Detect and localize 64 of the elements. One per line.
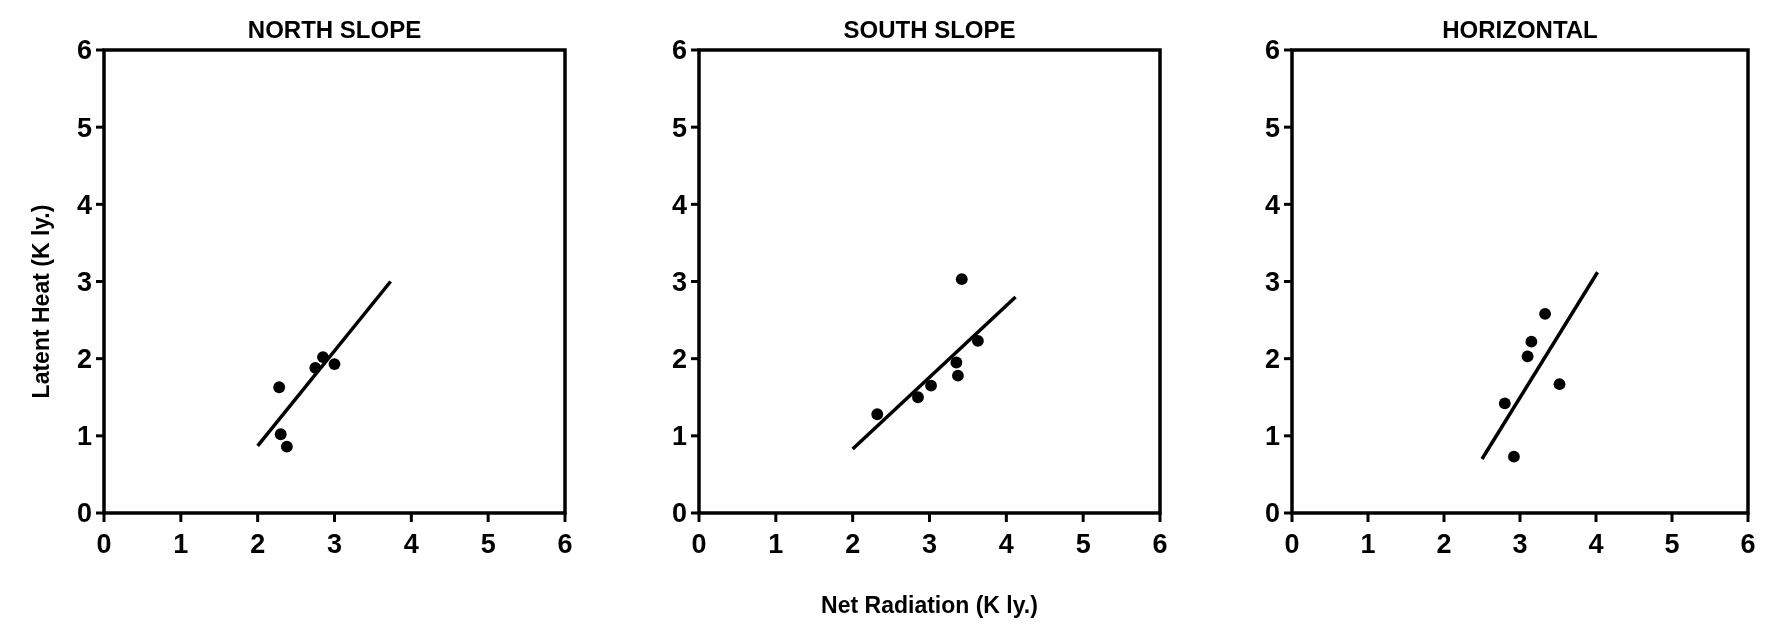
y-tick-label: 4 (76, 189, 92, 220)
y-tick-label: 3 (671, 266, 687, 297)
point (950, 356, 963, 369)
x-axis-title: Net Radiation (K ly.) (821, 592, 1038, 618)
chart-title: HORIZONTAL (1442, 16, 1598, 43)
point (1525, 335, 1538, 348)
x-tick-label: 6 (557, 529, 573, 559)
x-tick-label: 5 (480, 529, 496, 559)
point (273, 381, 286, 394)
x-tick-label: 6 (1152, 529, 1168, 559)
point (1553, 378, 1566, 391)
chart-title: SOUTH SLOPE (843, 16, 1016, 43)
x-tick-label: 0 (691, 529, 707, 559)
y-tick-label: 1 (1264, 421, 1280, 452)
point (1521, 350, 1534, 363)
x-tick-label: 0 (96, 529, 112, 559)
point (280, 440, 293, 453)
point (274, 428, 287, 441)
point (328, 358, 341, 370)
x-tick-label: 2 (1436, 529, 1452, 559)
y-tick-label: 1 (671, 421, 687, 452)
y-tick-label: 6 (671, 35, 687, 66)
x-tick-label: 1 (173, 529, 189, 559)
y-tick-label: 0 (671, 498, 687, 529)
point (955, 273, 968, 286)
x-tick-label: 1 (1360, 529, 1376, 559)
y-tick-label: 0 (1264, 498, 1280, 529)
y-tick-label: 4 (671, 189, 687, 220)
y-tick-label: 2 (671, 344, 687, 375)
x-tick-label: 2 (250, 529, 266, 559)
y-tick-label: 2 (76, 344, 92, 375)
x-tick-label: 3 (921, 529, 938, 559)
x-tick-label: 5 (1664, 529, 1680, 559)
point (912, 391, 924, 404)
x-tick-label: 5 (1075, 529, 1091, 559)
y-tick-label: 3 (76, 266, 92, 297)
x-tick-label: 3 (326, 529, 343, 559)
x-tick-label: 4 (1588, 529, 1604, 559)
y-tick-label: 5 (671, 112, 687, 143)
point (1498, 397, 1511, 410)
y-axis-title: Latent Heat (K ly.) (28, 204, 54, 399)
y-tick-label: 3 (1264, 266, 1280, 297)
y-tick-label: 2 (1264, 344, 1280, 375)
point (925, 379, 937, 392)
y-tick-label: 0 (76, 498, 92, 529)
y-tick-label: 5 (76, 112, 92, 143)
x-tick-label: 1 (768, 529, 784, 559)
chart-title: NORTH SLOPE (247, 16, 422, 43)
x-tick-label: 0 (1284, 529, 1300, 559)
point (871, 408, 884, 421)
x-tick-label: 4 (998, 529, 1014, 559)
x-tick-label: 6 (1740, 529, 1756, 559)
y-tick-label: 6 (76, 35, 92, 66)
y-tick-label: 4 (1264, 189, 1280, 220)
point (952, 369, 964, 382)
x-tick-label: 2 (845, 529, 861, 559)
point (1508, 450, 1520, 463)
x-tick-label: 3 (1512, 529, 1528, 559)
y-tick-label: 6 (1264, 35, 1280, 66)
point (971, 335, 984, 347)
y-tick-label: 1 (76, 421, 92, 452)
y-tick-label: 5 (1264, 112, 1280, 143)
x-tick-label: 4 (403, 529, 419, 559)
point (1539, 308, 1551, 320)
